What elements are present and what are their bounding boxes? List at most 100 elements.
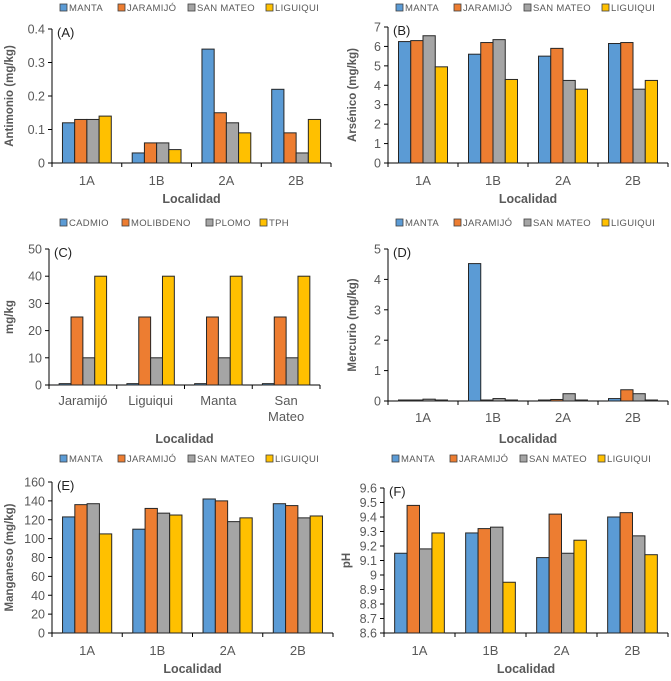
x-tick-label: 2B bbox=[625, 410, 641, 425]
x-tick-label: Manta bbox=[200, 393, 237, 408]
x-tick-label: 1B bbox=[485, 410, 501, 425]
bar-jaramij--2b bbox=[620, 389, 634, 402]
bar-san-mateo-1b bbox=[492, 39, 506, 164]
y-axis-label: Arsénico (mg/kg) bbox=[347, 48, 359, 142]
bar-liguiqui-1a bbox=[434, 66, 448, 164]
bar-plomo-san-mateo bbox=[285, 357, 299, 386]
bar-san-mateo-2a bbox=[227, 521, 241, 634]
bar-liguiqui-1b bbox=[168, 149, 182, 164]
bar-liguiqui-1a bbox=[98, 115, 112, 164]
x-tick-label: 1A bbox=[415, 410, 431, 425]
bar-manta-2b bbox=[608, 43, 622, 164]
y-tick-label: 0 bbox=[374, 157, 381, 171]
y-tick-label: 9.3 bbox=[360, 525, 377, 539]
bar-san-mateo-2b bbox=[632, 393, 646, 402]
bar-liguiqui-2b bbox=[644, 399, 658, 402]
bar-manta-1b bbox=[468, 263, 482, 402]
x-axis-label: Localidad bbox=[155, 432, 213, 446]
y-tick-label: 8.8 bbox=[360, 598, 377, 612]
y-axis-label: mg/kg bbox=[4, 300, 16, 334]
x-tick-label: San bbox=[275, 393, 298, 408]
y-tick-label: 0.2 bbox=[28, 90, 45, 104]
bar-manta-2a bbox=[202, 498, 216, 634]
legend-swatch-1 bbox=[121, 218, 130, 227]
y-axis-label: Manganeso (mg/kg) bbox=[4, 503, 16, 611]
bar-tph-liguiqui bbox=[161, 275, 175, 386]
bar-jaramij--1a bbox=[410, 40, 424, 164]
bar-san-mateo-1a bbox=[419, 548, 433, 634]
y-tick-label: 160 bbox=[24, 476, 45, 490]
x-tick-label: 2B bbox=[288, 173, 304, 188]
bar-san-mateo-2b bbox=[632, 88, 646, 164]
bar-jaramij--1b bbox=[144, 507, 158, 634]
x-tick-label: 1A bbox=[79, 643, 95, 658]
legend-label: MANTA bbox=[69, 3, 103, 14]
x-tick-label: 2A bbox=[218, 173, 234, 188]
bar-jaramij--2a bbox=[214, 500, 229, 634]
legend: MANTA JARAMIJÓ SAN MATEO LIGUIQUI bbox=[395, 218, 655, 229]
y-tick-label: 8.7 bbox=[360, 612, 377, 626]
legend-label: SAN MATEO bbox=[533, 3, 591, 14]
x-tick-label: 2A bbox=[554, 643, 570, 658]
bar-liguiqui-2b bbox=[644, 79, 658, 164]
bar-jaramij--2b bbox=[620, 42, 634, 164]
bar-liguiqui-1b bbox=[502, 581, 516, 634]
bar-liguiqui-2b bbox=[644, 554, 658, 634]
x-tick-label: Jaramijó bbox=[58, 393, 107, 408]
y-tick-label: 1 bbox=[374, 364, 381, 378]
legend-swatch-3 bbox=[601, 218, 610, 227]
bar-jaramij--1b bbox=[480, 399, 494, 402]
bar-manta-1a bbox=[398, 41, 412, 164]
y-tick-label: 120 bbox=[24, 513, 45, 527]
bar-san-mateo-1a bbox=[422, 398, 436, 402]
legend-label: LIGUIQUI bbox=[275, 3, 319, 14]
legend-label: SAN MATEO bbox=[533, 218, 591, 229]
x-tick-label: 1A bbox=[79, 173, 95, 188]
bar-san-mateo-1b bbox=[492, 398, 506, 402]
y-tick-label: 5 bbox=[374, 243, 381, 257]
x-tick-label: 1A bbox=[412, 643, 428, 658]
legend: CADMIO MOLIBDENO PLOMO TPH bbox=[59, 218, 289, 229]
legend-swatch-3 bbox=[597, 454, 606, 463]
bar-san-mateo-2a bbox=[561, 552, 575, 634]
bar-jaramij--1a bbox=[406, 504, 421, 634]
bar-liguiqui-1a bbox=[431, 532, 445, 634]
legend-label: MANTA bbox=[401, 454, 435, 465]
x-tick-label: 2B bbox=[625, 173, 641, 188]
y-tick-label: 0 bbox=[35, 379, 42, 393]
y-tick-label: 0 bbox=[38, 627, 45, 641]
legend-label: LIGUIQUI bbox=[275, 454, 319, 465]
chart-panel-c: CADMIO MOLIBDENO PLOMO TPH (C) 0 10 20 30 40 50 Jar… bbox=[4, 218, 321, 446]
y-axis-label: Antimonio (mg/kg) bbox=[4, 45, 16, 147]
bar-molibdeno-jaramij- bbox=[70, 316, 84, 386]
bar-liguiqui-2a bbox=[239, 517, 253, 634]
y-tick-label: 20 bbox=[28, 324, 42, 338]
bar-plomo-liguiqui bbox=[150, 357, 163, 386]
bar-plomo-jaramij- bbox=[82, 357, 96, 386]
legend-label: LIGUIQUI bbox=[611, 3, 655, 14]
legend-label: CADMIO bbox=[69, 218, 109, 229]
legend-label: JARAMIJÓ bbox=[463, 3, 512, 14]
bar-manta-2b bbox=[608, 398, 622, 402]
legend-swatch-3 bbox=[601, 3, 610, 12]
bar-jaramij--1a bbox=[74, 118, 88, 164]
chart-panel-f: MANTA JARAMIJÓ SAN MATEO LIGUIQUI(F)8.68.78… bbox=[341, 454, 669, 676]
legend-label: MANTA bbox=[405, 218, 439, 229]
bar-liguiqui-1b bbox=[169, 514, 183, 634]
bar-manta-1b bbox=[468, 53, 482, 164]
legend-swatch-0 bbox=[391, 454, 400, 463]
y-tick-label: 0 bbox=[374, 395, 381, 409]
bar-manta-1a bbox=[61, 122, 76, 164]
bar-san-mateo-1a bbox=[86, 118, 100, 164]
x-axis-label: Localidad bbox=[497, 662, 555, 676]
bar-liguiqui-1a bbox=[434, 399, 448, 402]
bar-liguiqui-2a bbox=[574, 88, 588, 164]
legend: MANTA JARAMIJÓ SAN MATEO LIGUIQUI bbox=[391, 454, 651, 465]
bar-liguiqui-1a bbox=[98, 533, 113, 634]
legend-label: SAN MATEO bbox=[529, 454, 587, 465]
x-tick-label: 2A bbox=[555, 173, 571, 188]
x-tick-label: 1B bbox=[483, 643, 499, 658]
y-tick-label: 10 bbox=[28, 351, 42, 365]
bar-san-mateo-1b bbox=[156, 142, 170, 164]
x-axis-label: Localidad bbox=[499, 192, 557, 206]
